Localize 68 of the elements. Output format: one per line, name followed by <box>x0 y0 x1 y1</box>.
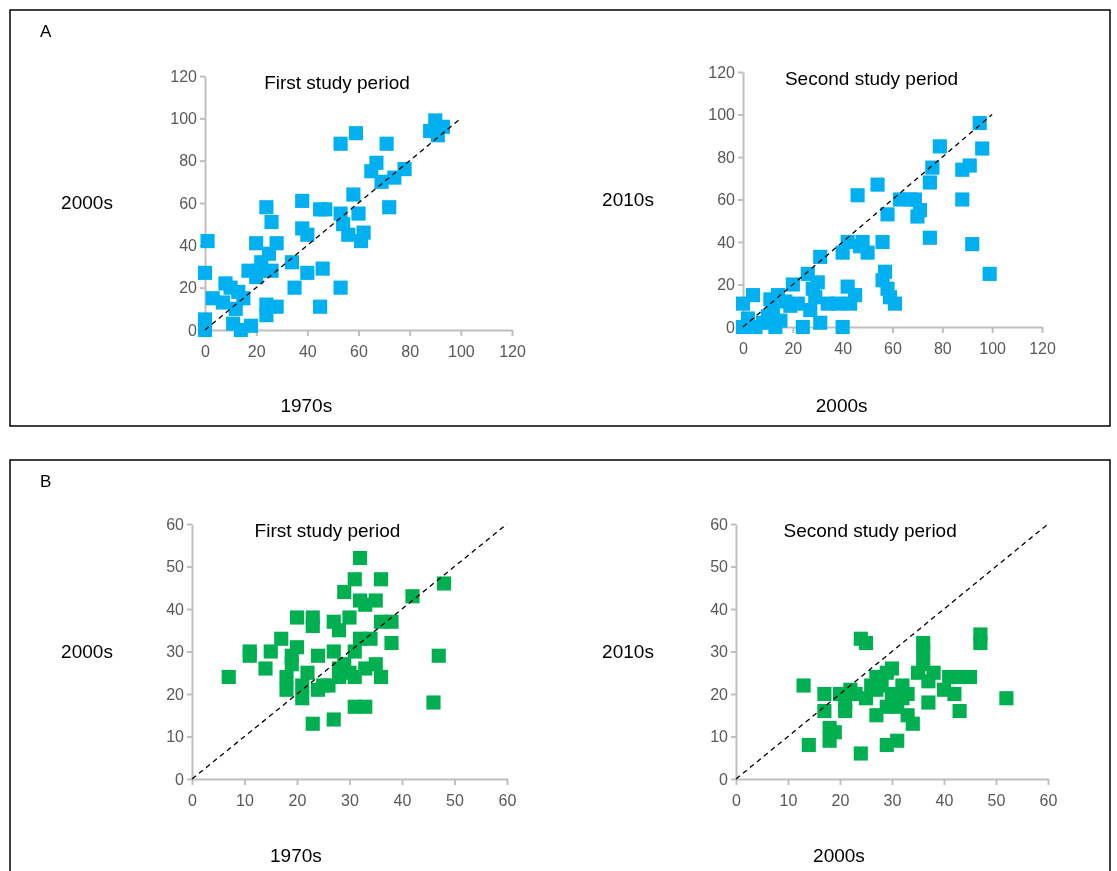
x-tick-label: 20 <box>247 342 266 360</box>
y-tick-label: 40 <box>179 236 198 254</box>
chart-title: Second study period <box>784 68 959 89</box>
y-tick-label: 60 <box>710 515 729 533</box>
x-axis-title: 1970s <box>270 845 322 866</box>
y-axis-title: 2000s <box>61 640 113 662</box>
y-tick-label: 50 <box>710 558 729 576</box>
y-tick-label: 10 <box>710 728 729 746</box>
y-tick-label: 50 <box>166 558 185 576</box>
y-tick-label: 30 <box>166 643 185 661</box>
y-tick-label: 0 <box>719 770 729 788</box>
x-tick-label: 60 <box>498 791 517 809</box>
x-tick-label: 10 <box>236 791 254 809</box>
x-axis-title: 2000s <box>815 395 868 416</box>
x-tick-label: 60 <box>350 342 368 360</box>
y-tick-label: 30 <box>710 643 729 661</box>
x-tick-label: 100 <box>447 342 475 360</box>
x-tick-label: 20 <box>784 339 803 357</box>
x-tick-label: 40 <box>935 791 954 809</box>
y-tick-label: 80 <box>179 152 198 170</box>
x-tick-label: 120 <box>499 342 526 360</box>
x-tick-label: 40 <box>298 342 317 360</box>
text: B <box>40 472 52 491</box>
x-tick-label: 20 <box>288 791 307 809</box>
x-tick-label: 60 <box>1039 791 1058 809</box>
y-tick-label: 0 <box>188 321 198 339</box>
y-tick-label: 20 <box>717 276 736 294</box>
x-tick-label: 60 <box>884 339 902 357</box>
x-axis-title: 2000s <box>813 845 865 866</box>
x-tick-label: 0 <box>739 339 749 357</box>
chart-title: First study period <box>254 520 401 541</box>
y-tick-label: 120 <box>708 63 736 81</box>
y-tick-label: 80 <box>717 148 736 166</box>
y-tick-label: 0 <box>726 318 736 336</box>
y-tick-label: 20 <box>166 685 185 703</box>
y-tick-label: 0 <box>175 770 185 788</box>
y-tick-label: 10 <box>166 728 185 746</box>
y-tick-label: 60 <box>179 194 198 212</box>
y-tick-label: 40 <box>717 233 736 251</box>
x-tick-label: 10 <box>779 791 798 809</box>
x-tick-label: 30 <box>341 791 359 809</box>
x-tick-label: 120 <box>1029 339 1056 357</box>
chart-title: Second study period <box>783 520 957 541</box>
y-tick-label: 60 <box>166 515 185 533</box>
x-tick-label: 20 <box>831 791 850 809</box>
x-tick-label: 80 <box>401 342 420 360</box>
x-tick-label: 100 <box>979 339 1007 357</box>
x-tick-label: 0 <box>201 342 211 360</box>
y-tick-label: 20 <box>179 279 198 297</box>
x-tick-label: 30 <box>883 791 902 809</box>
y-tick-label: 100 <box>170 109 198 127</box>
y-axis-title: 2010s <box>602 188 654 210</box>
x-tick-label: 50 <box>987 791 1006 809</box>
y-tick-label: 60 <box>717 191 736 209</box>
x-tick-label: 40 <box>834 339 853 357</box>
y-tick-label: 40 <box>166 600 185 618</box>
x-tick-label: 50 <box>446 791 464 809</box>
y-axis-title: 2000s <box>61 192 113 213</box>
y-tick-label: 120 <box>170 67 198 85</box>
chart-title: First study period <box>264 72 410 93</box>
x-tick-label: 80 <box>933 339 952 357</box>
x-tick-label: 40 <box>393 791 412 809</box>
y-tick-label: 100 <box>708 106 736 124</box>
y-axis-title: 2010s <box>602 640 654 662</box>
y-tick-label: 40 <box>710 600 729 618</box>
text: A <box>40 22 52 41</box>
x-axis-title: 1970s <box>280 395 333 416</box>
y-tick-label: 20 <box>710 685 729 703</box>
